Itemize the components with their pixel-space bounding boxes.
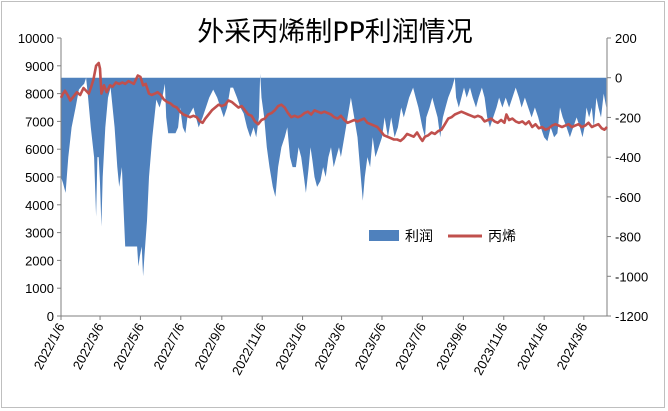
x-tick-label: 2023/11/6: [470, 320, 510, 377]
y-left-tick-label: 5000: [25, 170, 54, 185]
y-left-tick-label: 1000: [25, 281, 54, 296]
y-right-tick-label: 0: [615, 71, 622, 86]
x-tick-label: 2022/11/6: [229, 320, 269, 377]
x-tick-label: 2022/3/6: [70, 320, 107, 372]
y-left-tick-label: 2000: [25, 253, 54, 268]
y-right-tick-label: -600: [615, 190, 641, 205]
y-left-tick-label: 8000: [25, 87, 54, 102]
profit-area: [61, 73, 607, 277]
y-left-tick-label: 0: [47, 309, 54, 324]
x-tick-label: 2023/9/6: [433, 320, 470, 372]
y-right-tick-label: -800: [615, 230, 641, 245]
legend: 利润 丙烯: [369, 229, 516, 245]
y-left-tick-label: 7000: [25, 114, 54, 129]
y-left-tick-label: 9000: [25, 59, 54, 74]
x-tick-label: 2022/9/6: [191, 320, 228, 372]
x-tick-label: 2024/3/6: [553, 320, 590, 372]
profit-area-layer: [61, 73, 607, 277]
chart-title: 外采丙烯制PP利润情况: [197, 17, 473, 48]
y-right-tick-label: -1200: [615, 309, 648, 324]
x-tick-label: 2022/5/6: [110, 320, 147, 372]
y-left-tick-label: 3000: [25, 226, 54, 241]
x-tick-label: 2023/1/6: [272, 320, 309, 372]
y-left-tick-label: 10000: [18, 31, 54, 46]
propylene-line-layer: [59, 61, 608, 143]
y-left-tick-label: 6000: [25, 142, 54, 157]
y-right-tick-label: 200: [615, 31, 637, 46]
y-left-tick-label: 4000: [25, 198, 54, 213]
x-tick-label: 2023/3/6: [311, 320, 348, 372]
x-tick-label: 2024/1/6: [514, 320, 551, 372]
x-tick-label: 2022/7/6: [150, 320, 187, 372]
y-right-tick-label: -1000: [615, 269, 648, 284]
x-tick-label: 2022/1/6: [31, 320, 68, 372]
propylene-line: [59, 61, 608, 143]
legend-label-profit: 利润: [405, 229, 433, 245]
x-tick-label: 2023/7/6: [392, 320, 429, 372]
y-right-tick-label: -200: [615, 110, 641, 125]
legend-swatch-profit: [369, 230, 399, 241]
x-tick-label: 2023/5/6: [352, 320, 389, 372]
legend-label-propylene: 丙烯: [488, 229, 516, 245]
y-right-tick-label: -400: [615, 150, 641, 165]
